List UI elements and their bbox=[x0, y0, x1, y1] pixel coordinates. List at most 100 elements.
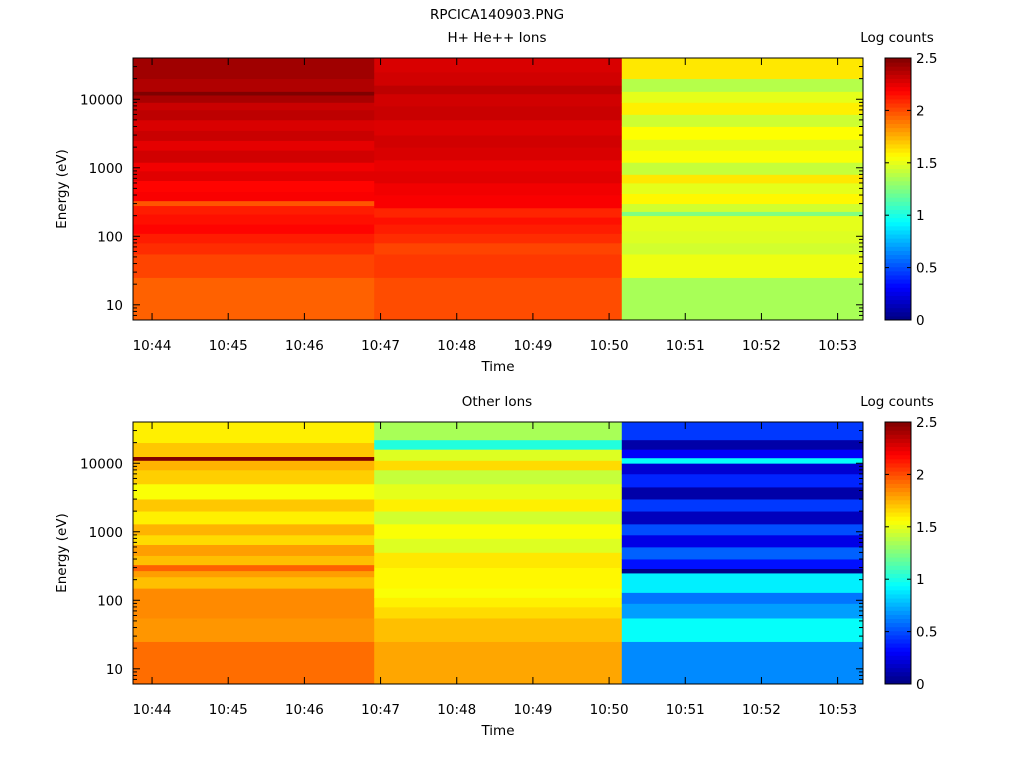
colorbar-swatch bbox=[885, 434, 911, 439]
x-tick-label: 10:52 bbox=[742, 702, 781, 718]
heatmap-cell bbox=[374, 618, 623, 642]
x-tick-label: 10:48 bbox=[437, 702, 476, 718]
colorbar-swatch bbox=[885, 123, 911, 129]
colorbar-swatch bbox=[885, 495, 911, 501]
colorbar-swatch bbox=[885, 127, 911, 133]
colorbar-swatch bbox=[885, 557, 911, 562]
colorbar-swatch bbox=[885, 528, 911, 534]
colorbar-swatch bbox=[885, 622, 911, 628]
heatmap-cell bbox=[621, 215, 863, 232]
heatmap-cell bbox=[621, 91, 863, 103]
heatmap-cell bbox=[133, 641, 375, 684]
colorbar-swatch bbox=[885, 131, 911, 137]
heatmap-cell bbox=[133, 200, 375, 207]
colorbar-swatch bbox=[885, 536, 911, 542]
colorbar-swatch bbox=[885, 458, 911, 464]
colorbar-swatch bbox=[885, 291, 911, 296]
colorbar-swatch bbox=[885, 589, 911, 595]
x-tick-label: 10:49 bbox=[513, 702, 552, 718]
colorbar-swatch bbox=[885, 184, 911, 190]
x-tick-label: 10:51 bbox=[666, 702, 705, 718]
colorbar-tick-label: 2.5 bbox=[916, 415, 937, 431]
colorbar-swatch bbox=[885, 242, 911, 247]
y-tick-label: 100 bbox=[97, 593, 123, 609]
colorbar-swatch bbox=[885, 279, 911, 284]
heatmap-cell bbox=[621, 463, 863, 475]
colorbar-swatch bbox=[885, 561, 911, 566]
heatmap-cell bbox=[621, 162, 863, 175]
heatmap-cell bbox=[133, 233, 375, 244]
colorbar-swatch bbox=[885, 299, 911, 305]
colorbar-tick-label: 1 bbox=[916, 208, 925, 224]
heatmap-cell bbox=[133, 119, 375, 131]
y-tick-label: 10000 bbox=[80, 456, 123, 472]
heatmap-cell bbox=[621, 242, 863, 255]
colorbar-swatch bbox=[885, 426, 911, 431]
heatmap-cell bbox=[374, 523, 623, 539]
heatmap-cell bbox=[133, 564, 375, 572]
heatmap-cell bbox=[133, 130, 375, 141]
colorbar-swatch bbox=[885, 638, 911, 644]
x-tick-label: 10:51 bbox=[666, 338, 705, 354]
colorbar-swatch bbox=[885, 209, 911, 215]
heatmap-cell bbox=[621, 641, 863, 684]
colorbar-swatch bbox=[885, 115, 911, 120]
heatmap-cell bbox=[133, 254, 375, 278]
colorbar-label: Log counts bbox=[860, 394, 934, 410]
figure-title: RPCICA140903.PNG bbox=[430, 7, 564, 23]
heatmap-cell bbox=[374, 233, 623, 244]
colorbar-swatch bbox=[885, 70, 911, 75]
heatmap-cell bbox=[133, 523, 375, 536]
heatmap-cell bbox=[621, 534, 863, 548]
colorbar-swatch bbox=[885, 307, 911, 313]
heatmap-cell bbox=[374, 119, 623, 136]
y-tick-label: 1000 bbox=[89, 161, 123, 177]
colorbar-swatch bbox=[885, 82, 911, 88]
colorbar-swatch bbox=[885, 467, 911, 472]
colorbar-swatch bbox=[885, 66, 911, 71]
colorbar-swatch bbox=[885, 483, 911, 488]
heatmap-cell bbox=[374, 71, 623, 86]
colorbar-swatch bbox=[885, 565, 911, 570]
heatmap-cell bbox=[133, 58, 375, 80]
heatmap-cell bbox=[133, 544, 375, 556]
colorbar-swatch bbox=[885, 266, 911, 272]
heatmap-cells bbox=[133, 58, 863, 320]
heatmap-cell bbox=[374, 195, 623, 209]
heatmap-cell bbox=[133, 576, 375, 589]
colorbar: 0 0.5 1 1.5 2 2.5 Log counts bbox=[860, 30, 937, 329]
colorbar-swatch bbox=[885, 438, 911, 443]
heatmap-cell bbox=[133, 555, 375, 566]
heatmap-cell bbox=[374, 469, 623, 485]
heatmap-cell bbox=[621, 114, 863, 127]
colorbar-swatch bbox=[885, 659, 911, 665]
heatmap-cell bbox=[374, 439, 623, 450]
colorbar-swatch bbox=[885, 643, 911, 648]
heatmap-cell bbox=[374, 641, 623, 684]
colorbar-swatch bbox=[885, 205, 911, 210]
colorbar-swatch bbox=[885, 94, 911, 100]
colorbar-swatch bbox=[885, 250, 911, 255]
colorbar-swatch bbox=[885, 274, 911, 280]
colorbar-swatch bbox=[885, 512, 911, 517]
heatmap-cell bbox=[621, 126, 863, 140]
colorbar-swatch bbox=[885, 152, 911, 157]
heatmap-cell bbox=[374, 449, 623, 461]
colorbar-swatch bbox=[885, 254, 911, 260]
heatmap-cell bbox=[621, 511, 863, 525]
x-tick-label: 10:45 bbox=[209, 702, 248, 718]
heatmap-cell bbox=[133, 91, 375, 96]
x-tick-label: 10:48 bbox=[437, 338, 476, 354]
colorbar-swatch bbox=[885, 213, 911, 219]
colorbar-swatch bbox=[885, 507, 911, 513]
colorbar-swatch bbox=[885, 164, 911, 170]
heatmap-cell bbox=[133, 150, 375, 163]
heatmap-cell bbox=[621, 174, 863, 184]
x-tick-label: 10:46 bbox=[285, 702, 324, 718]
x-axis-label: Time bbox=[480, 359, 514, 375]
heatmap-cell bbox=[133, 140, 375, 151]
heatmap-cell bbox=[621, 58, 863, 80]
colorbar-swatch bbox=[885, 548, 911, 554]
colorbar-tick-label: 0 bbox=[916, 677, 925, 693]
colorbar-swatch bbox=[885, 491, 911, 497]
